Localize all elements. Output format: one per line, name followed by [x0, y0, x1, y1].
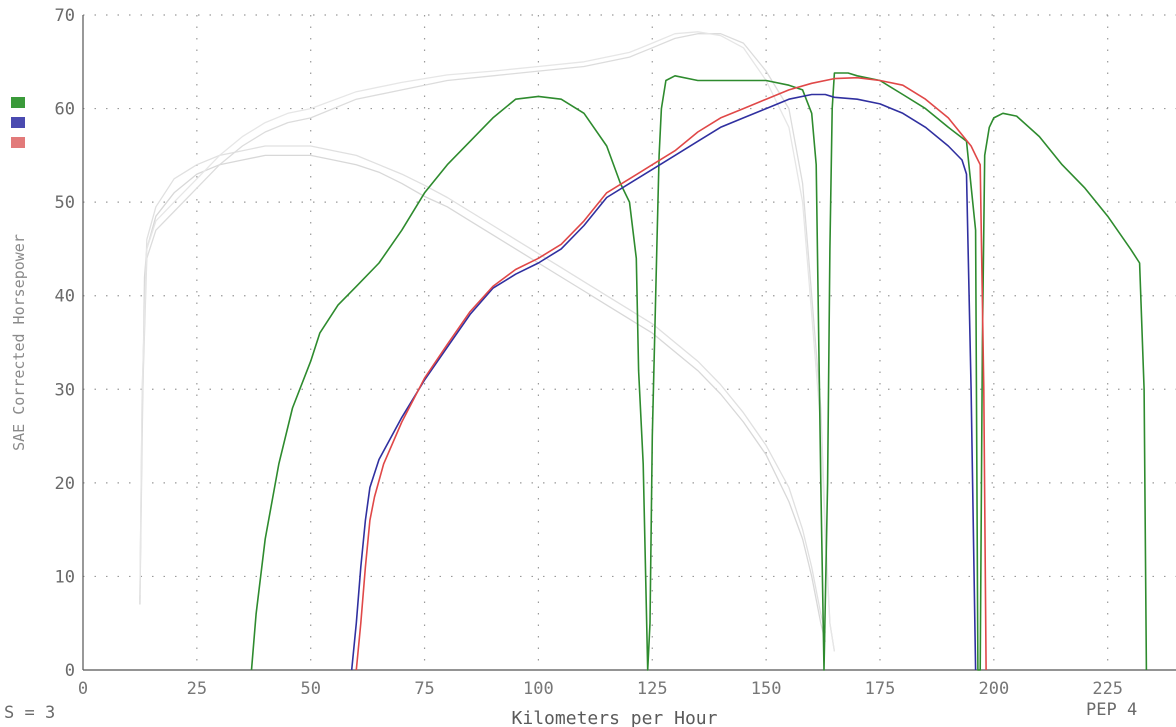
legend-swatch-green [11, 97, 25, 108]
legend-swatch-red [11, 137, 25, 148]
x-tick-label-75: 75 [414, 679, 434, 699]
x-tick-label-25: 25 [187, 679, 207, 699]
x-tick-label-50: 50 [300, 679, 320, 699]
series-line-2 [355, 76, 987, 671]
x-tick-label-175: 175 [865, 679, 896, 699]
x-tick-label-125: 125 [637, 679, 668, 699]
y-tick-label-40: 40 [55, 287, 75, 307]
series-line-3 [139, 154, 826, 643]
series-line-4 [139, 145, 826, 633]
y-axis-label: SAE Corrected Horsepower [10, 234, 28, 451]
y-tick-label-70: 70 [55, 6, 75, 26]
x-tick-label-150: 150 [751, 679, 782, 699]
x-tick-label-225: 225 [1092, 679, 1123, 699]
x-tick-label-200: 200 [978, 679, 1009, 699]
x-tick-label-0: 0 [78, 679, 88, 699]
y-tick-label-10: 10 [55, 567, 75, 587]
y-tick-label-50: 50 [55, 193, 75, 213]
legend-swatch-blue [11, 117, 25, 128]
y-tick-label-30: 30 [55, 380, 75, 400]
y-tick-label-60: 60 [55, 100, 75, 120]
smoothing-label: S = 3 [4, 703, 56, 723]
series-line-0 [250, 72, 1148, 671]
x-tick-label-100: 100 [523, 679, 554, 699]
footer-right-label: PEP 4 [1086, 700, 1138, 720]
series-line-1 [350, 93, 977, 671]
series-line-6 [139, 31, 836, 652]
series-line-5 [139, 33, 836, 652]
x-axis-label: Kilometers per Hour [512, 708, 718, 727]
y-tick-label-20: 20 [55, 474, 75, 494]
y-tick-label-0: 0 [65, 661, 75, 681]
